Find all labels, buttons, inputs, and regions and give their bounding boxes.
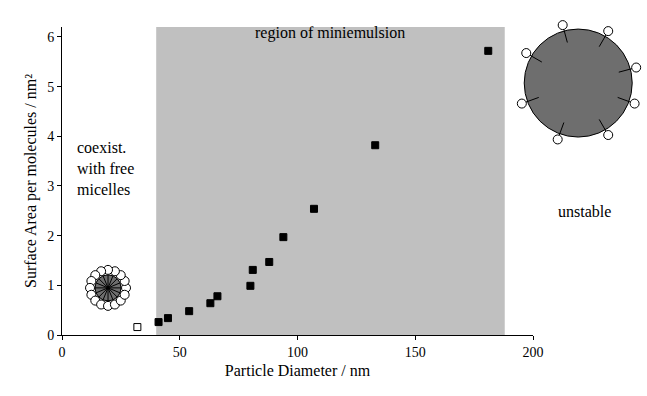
svg-text:6: 6 [47, 30, 54, 45]
svg-text:0: 0 [59, 345, 66, 360]
svg-text:unstable: unstable [558, 203, 611, 220]
svg-text:1: 1 [47, 278, 54, 293]
svg-text:100: 100 [287, 345, 308, 360]
svg-text:region of miniemulsion: region of miniemulsion [255, 24, 405, 42]
svg-text:50: 50 [173, 345, 187, 360]
svg-text:4: 4 [47, 129, 54, 144]
svg-text:150: 150 [405, 345, 426, 360]
svg-text:Particle Diameter / nm: Particle Diameter / nm [225, 362, 371, 379]
svg-text:200: 200 [523, 345, 544, 360]
svg-text:5: 5 [47, 80, 54, 95]
svg-text:Surface Area per molecules / n: Surface Area per molecules / nm² [22, 74, 40, 288]
svg-text:coexist.with freemicelles: coexist.with freemicelles [77, 139, 134, 198]
svg-text:2: 2 [47, 229, 54, 244]
svg-text:3: 3 [47, 179, 54, 194]
svg-text:0: 0 [47, 328, 54, 343]
